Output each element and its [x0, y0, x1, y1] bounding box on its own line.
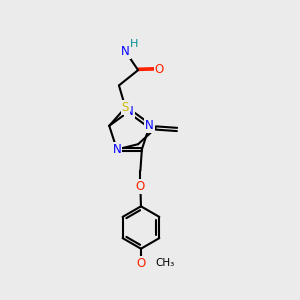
Text: N: N [121, 45, 130, 58]
Text: S: S [122, 101, 129, 114]
Text: O: O [136, 257, 146, 270]
Text: N: N [145, 119, 154, 132]
Text: N: N [112, 143, 121, 156]
Text: CH₃: CH₃ [155, 258, 174, 268]
Text: O: O [136, 180, 145, 194]
Text: H: H [130, 39, 138, 49]
Text: O: O [155, 63, 164, 76]
Text: N: N [125, 105, 134, 118]
